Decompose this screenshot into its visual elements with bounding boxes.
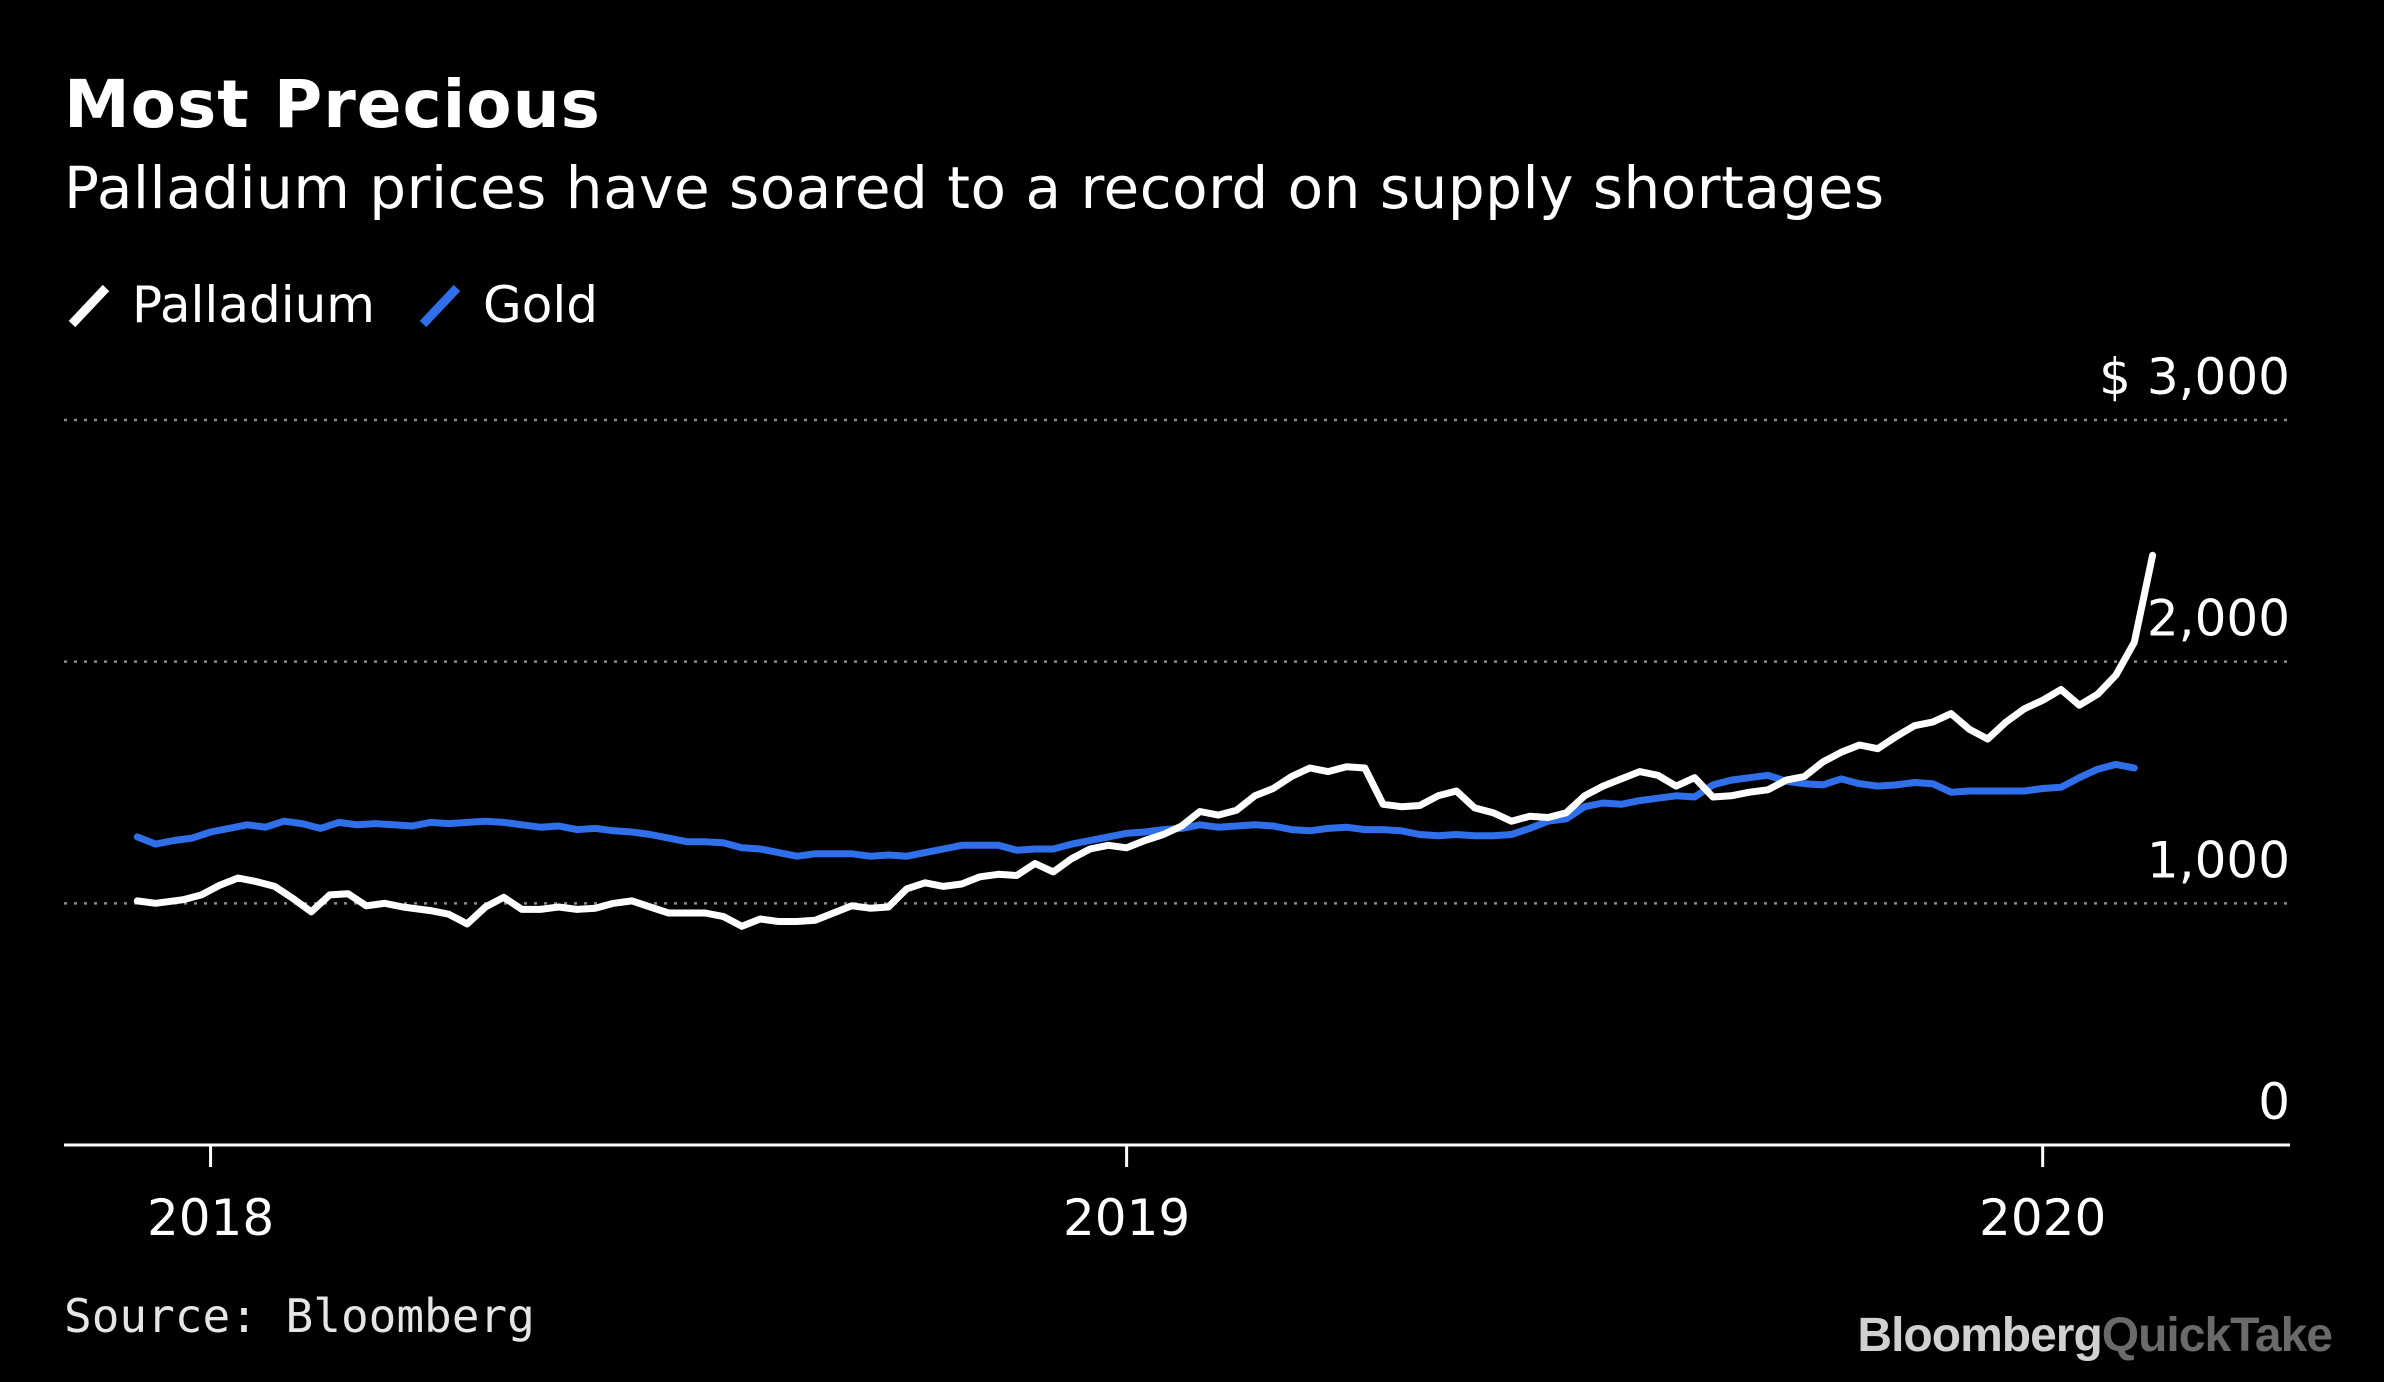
x-tick-label: 2019 bbox=[1063, 1189, 1190, 1247]
y-tick-label: $ 3,000 bbox=[2099, 348, 2290, 406]
palladium-swatch-icon bbox=[68, 284, 110, 328]
y-tick-label: 2,000 bbox=[2147, 590, 2290, 648]
brand-primary: Bloomberg bbox=[1857, 1309, 2102, 1362]
gridlines bbox=[64, 418, 2290, 905]
brand-secondary: QuickTake bbox=[2101, 1309, 2333, 1362]
legend: Palladium Gold bbox=[64, 270, 638, 340]
legend-label-gold: Gold bbox=[483, 276, 598, 334]
chart-title: Most Precious bbox=[64, 66, 601, 143]
legend-item-palladium: Palladium bbox=[64, 275, 375, 335]
x-tick-label: 2018 bbox=[147, 1189, 274, 1247]
x-axis bbox=[64, 1143, 2290, 1167]
y-tick-label: 1,000 bbox=[2147, 831, 2290, 889]
series-line-gold bbox=[133, 760, 2138, 860]
y-tick-labels: 0 1,000 2,000 $ 3,000 bbox=[2099, 348, 2290, 1131]
x-tick-labels: 2018 2019 2020 bbox=[147, 1189, 2106, 1247]
series-line-palladium bbox=[133, 551, 2157, 930]
y-tick-label: 0 bbox=[2258, 1073, 2290, 1131]
legend-label-palladium: Palladium bbox=[132, 276, 375, 334]
brand-logo: BloombergQuickTake bbox=[1857, 1306, 2333, 1366]
chart-subtitle: Palladium prices have soared to a record… bbox=[64, 154, 1885, 222]
gold-swatch-icon bbox=[419, 284, 461, 328]
source-note: Source: Bloomberg bbox=[64, 1289, 535, 1343]
legend-item-gold: Gold bbox=[415, 275, 598, 335]
series-lines bbox=[133, 551, 2157, 930]
x-tick-label: 2020 bbox=[1979, 1189, 2106, 1247]
